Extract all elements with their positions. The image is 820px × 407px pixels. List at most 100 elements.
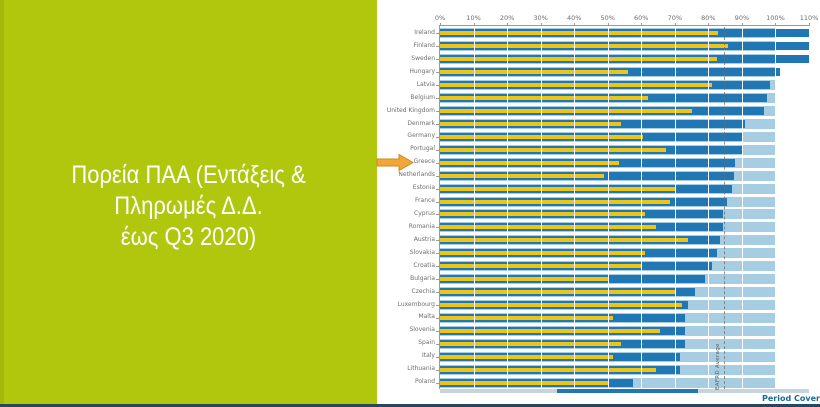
category-tickmark [436,343,439,345]
bar-spent-czechia[interactable] [440,290,675,295]
x-tick-label: 30% [533,14,548,22]
category-tickmark [436,136,439,138]
category-tickmark [436,175,439,177]
x-tick-label: 0% [434,14,446,22]
category-label-slovenia: Slovenia [409,326,435,334]
bar-spent-lithuania[interactable] [440,367,657,372]
bar-spent-bulgaria[interactable] [440,277,608,282]
bar-spent-united-kingdom[interactable] [440,109,692,114]
category-label-ireland: Ireland [414,29,435,36]
x-tickmark [507,23,509,26]
category-label-austria: Austria [413,235,435,243]
category-label-netherlands: Netherlands [398,171,435,179]
x-tickmark [574,23,576,26]
category-tickmark [436,330,439,332]
category-tickmark [436,123,439,125]
eafrd-average-label: EAFRD Average [714,343,721,390]
bar-spent-sweden[interactable] [440,57,717,62]
bar-spent-slovenia[interactable] [440,328,660,333]
x-tickmark [809,23,810,26]
category-label-united-kingdom: United Kingdom [386,106,435,114]
panel-edge-shade [0,0,4,404]
category-tickmark [436,59,439,61]
gridline-30 [540,27,542,389]
category-tickmark [436,356,439,358]
bar-spent-romania[interactable] [440,225,657,230]
category-label-latvia: Latvia [416,80,435,88]
category-label-belgium: Belgium [410,93,435,101]
gridline-10 [473,27,475,389]
gridline-70 [674,27,676,389]
category-tickmark [436,111,439,113]
bar-spent-luxembourg[interactable] [440,302,682,307]
category-tickmark [436,201,439,203]
bar-spent-belgium[interactable] [440,96,648,101]
period-covered-label: Period Covered: up to 31/12/2019 [762,394,820,403]
category-tickmark [436,214,439,216]
category-label-lithuania: Lithuania [407,365,435,373]
x-tickmark [540,23,542,26]
bar-spent-slovakia[interactable] [440,251,645,256]
category-tickmark [436,85,439,87]
gridline-80 [708,27,710,389]
horizontal-scrollbar-track[interactable] [440,389,809,393]
category-label-luxembourg: Luxembourg [397,300,435,308]
x-tickmark [440,23,441,26]
gridline-60 [641,27,643,389]
x-tick-label: 50% [600,14,615,22]
category-label-malta: Malta [418,313,435,321]
category-label-bulgaria: Bulgaria [410,274,435,282]
category-label-spain: Spain [418,339,435,347]
bar-spent-malta[interactable] [440,315,613,320]
category-tickmark [436,227,439,229]
title-panel: Πορεία ΠΑΑ (Εντάξεις & Πληρωμές Δ.Δ. έως… [0,0,377,404]
gridline-40 [574,27,576,389]
bar-spent-latvia[interactable] [440,83,712,88]
category-label-czechia: Czechia [411,287,435,295]
bar-spent-poland[interactable] [440,380,610,385]
x-tick-label: 110% [799,14,819,22]
x-tickmark [607,23,609,26]
category-label-poland: Poland [414,378,435,386]
y-axis-line [439,25,440,389]
bar-spent-finland[interactable] [440,44,729,49]
category-tickmark [436,162,439,164]
category-label-portugal: Portugal [410,145,435,153]
category-tickmark [436,188,439,190]
category-label-sweden: Sweden [411,54,435,62]
bar-spent-france[interactable] [440,199,670,204]
bar-spent-ireland[interactable] [440,31,719,36]
x-tick-label: 80% [701,14,716,22]
category-tickmark [436,266,439,268]
bar-spent-austria[interactable] [440,238,689,243]
bar-spent-spain[interactable] [440,341,622,346]
x-tickmark [741,23,743,26]
category-label-hungary: Hungary [409,67,435,75]
x-tick-label: 90% [734,14,750,22]
category-label-greece: Greece [413,158,435,166]
bar-spent-denmark[interactable] [440,121,622,126]
gridline-20 [507,27,509,389]
category-tickmark [436,72,439,74]
eafrd-average-line [723,27,725,389]
bar-spent-netherlands[interactable] [440,173,605,178]
bar-spent-estonia[interactable] [440,186,675,191]
category-tickmark [436,33,439,35]
slide-title-line2: έως Q3 2020) [120,223,257,251]
category-tickmark [436,46,439,48]
bar-spent-cyprus[interactable] [440,212,645,217]
bar-spent-portugal[interactable] [440,147,667,152]
x-tickmark [674,23,676,26]
slide-title: Πορεία ΠΑΑ (Εντάξεις & Πληρωμές Δ.Δ. έως… [23,160,355,253]
x-tick-label: 60% [634,14,649,22]
category-label-denmark: Denmark [407,119,435,127]
bar-spent-greece[interactable] [440,160,620,165]
bar-spent-italy[interactable] [440,354,613,359]
category-label-croatia: Croatia [413,261,435,269]
x-tickmark [775,23,777,26]
bar-spent-hungary[interactable] [440,70,628,75]
slide-title-line1: Πορεία ΠΑΑ (Εντάξεις & Πληρωμές Δ.Δ. [71,161,306,220]
x-tick-label: 70% [667,14,683,22]
horizontal-scrollbar-thumb[interactable] [557,389,698,393]
x-axis-line [439,25,809,26]
